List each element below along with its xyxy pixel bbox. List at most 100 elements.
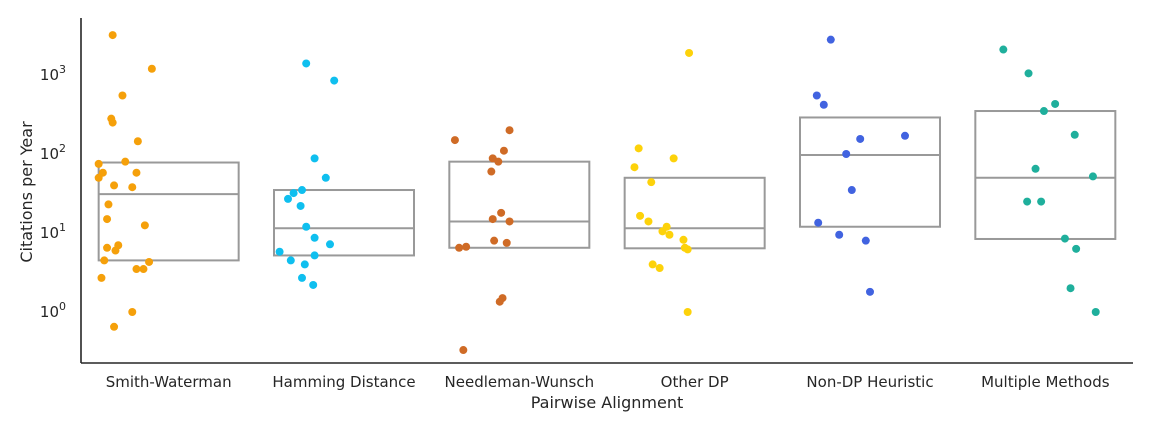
data-point [505, 217, 514, 226]
data-point [326, 240, 334, 249]
data-point [145, 257, 154, 266]
x-axis-title: Pairwise Alignment [531, 393, 684, 412]
data-point [1037, 197, 1046, 206]
data-point [495, 297, 504, 306]
data-point [1051, 99, 1060, 108]
data-point [140, 221, 149, 230]
y-tick-labels: 100 101 102 103 [40, 63, 66, 321]
data-point [679, 235, 688, 244]
data-point [901, 131, 909, 140]
data-point [502, 238, 511, 247]
x-tick-label: Multiple Methods [981, 373, 1110, 391]
data-point [847, 186, 856, 195]
x-tick-label: Needleman-Wunsch [445, 373, 595, 391]
data-point [118, 91, 127, 100]
data-point [665, 230, 674, 239]
data-point [494, 157, 503, 166]
data-point [1024, 69, 1033, 78]
data-point [1070, 130, 1079, 139]
y-tick-label: 102 [40, 142, 66, 163]
data-point [310, 154, 319, 163]
data-point [505, 126, 514, 135]
data-point [121, 157, 130, 166]
data-point [683, 308, 692, 316]
data-point [462, 242, 471, 251]
data-point [648, 260, 657, 269]
data-point [103, 243, 112, 252]
data-point [497, 208, 506, 217]
y-tick-label: 101 [40, 221, 66, 242]
box-layer [97, 110, 1117, 262]
data-point [630, 163, 639, 172]
points-layer [94, 31, 1100, 355]
data-point [132, 168, 141, 177]
x-tick-labels: Smith-Waterman Hamming Distance Needleman-… [106, 373, 1110, 391]
data-point [644, 217, 653, 226]
data-point [100, 256, 109, 265]
data-point [450, 136, 459, 145]
data-point [289, 189, 298, 198]
x-tick-label: Other DP [661, 373, 729, 391]
data-point [310, 251, 319, 260]
data-point [634, 144, 643, 153]
data-point [94, 159, 103, 168]
data-point [1023, 197, 1032, 206]
data-point [133, 137, 142, 146]
data-point [284, 194, 292, 203]
data-point [1039, 107, 1048, 116]
box-3 [623, 176, 766, 250]
data-point [128, 308, 137, 316]
data-point [1072, 244, 1081, 253]
x-tick-label: Hamming Distance [272, 373, 415, 391]
data-point [104, 200, 113, 209]
data-point [300, 260, 309, 269]
data-point [128, 183, 137, 192]
x-tick-label: Smith-Waterman [106, 373, 232, 391]
y-tick-label: 103 [40, 63, 66, 84]
data-point [826, 35, 835, 44]
data-point [111, 246, 120, 255]
data-point [487, 167, 496, 176]
data-point [302, 222, 311, 231]
data-point [1031, 164, 1040, 173]
box-2 [448, 160, 591, 249]
y-axis-title: Citations per Year [17, 121, 36, 263]
data-point [685, 48, 694, 57]
box-4 [799, 116, 941, 228]
data-point [999, 45, 1008, 54]
data-point [812, 91, 821, 100]
data-point [636, 211, 645, 220]
data-point [842, 150, 851, 158]
data-point [683, 245, 692, 254]
data-point [669, 154, 678, 163]
data-point [488, 215, 497, 224]
data-point [490, 236, 499, 245]
x-tick-label: Non-DP Heuristic [806, 373, 933, 391]
data-point [455, 243, 464, 252]
data-point [108, 31, 117, 40]
data-point [655, 264, 664, 273]
data-point [647, 178, 656, 187]
data-point [1066, 284, 1075, 293]
y-tick-label: 100 [40, 300, 66, 321]
box-1 [273, 189, 415, 257]
data-point [97, 273, 106, 282]
data-point [298, 273, 306, 282]
data-point [866, 287, 874, 296]
data-point [147, 64, 156, 73]
data-point [108, 118, 117, 127]
data-point [330, 76, 339, 85]
data-point [1088, 172, 1097, 181]
data-point [110, 322, 119, 331]
data-point [861, 236, 870, 245]
box-0 [97, 161, 240, 262]
data-point [139, 265, 148, 274]
data-point [103, 215, 112, 224]
data-point [856, 134, 865, 143]
data-point [658, 227, 667, 236]
data-point [309, 280, 318, 289]
data-point [298, 186, 306, 195]
data-point [459, 346, 468, 355]
data-point [819, 100, 828, 109]
